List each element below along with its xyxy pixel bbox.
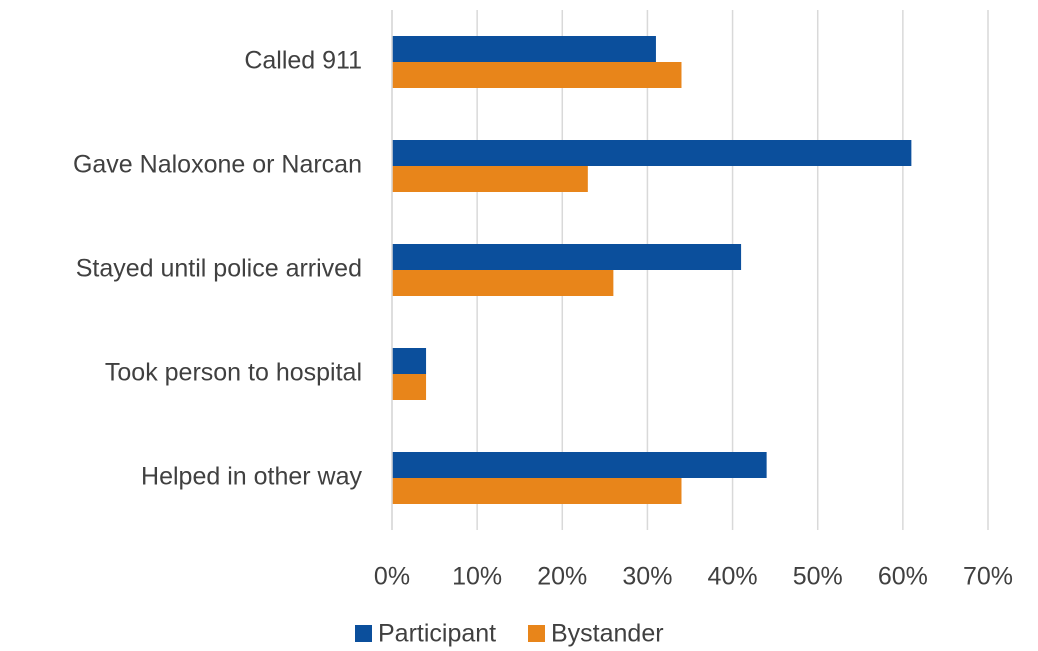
x-tick-label: 0% [374,563,410,591]
y-tick-label: Called 911 [244,47,362,75]
legend-label: Participant [378,620,496,648]
x-tick-label: 70% [963,563,1013,591]
bar [392,452,767,478]
bar [392,374,427,400]
y-tick-label: Stayed until police arrived [76,255,362,283]
bar [392,270,614,296]
x-tick-label: 30% [622,563,672,591]
x-tick-label: 60% [878,563,928,591]
x-tick-label: 10% [452,563,502,591]
bar [392,62,682,88]
bar [392,244,742,270]
x-tick-label: 20% [537,563,587,591]
bar [392,348,427,374]
bar [392,166,588,192]
x-tick-label: 40% [708,563,758,591]
y-tick-label: Gave Naloxone or Narcan [73,151,362,179]
x-tick-label: 50% [793,563,843,591]
bar [392,140,912,166]
bar [392,478,682,504]
y-tick-label: Took person to hospital [105,359,362,387]
legend-swatch [528,625,545,642]
y-tick-label: Helped in other way [141,463,362,491]
bar [392,36,656,62]
legend-swatch [355,625,372,642]
legend-label: Bystander [551,620,664,648]
